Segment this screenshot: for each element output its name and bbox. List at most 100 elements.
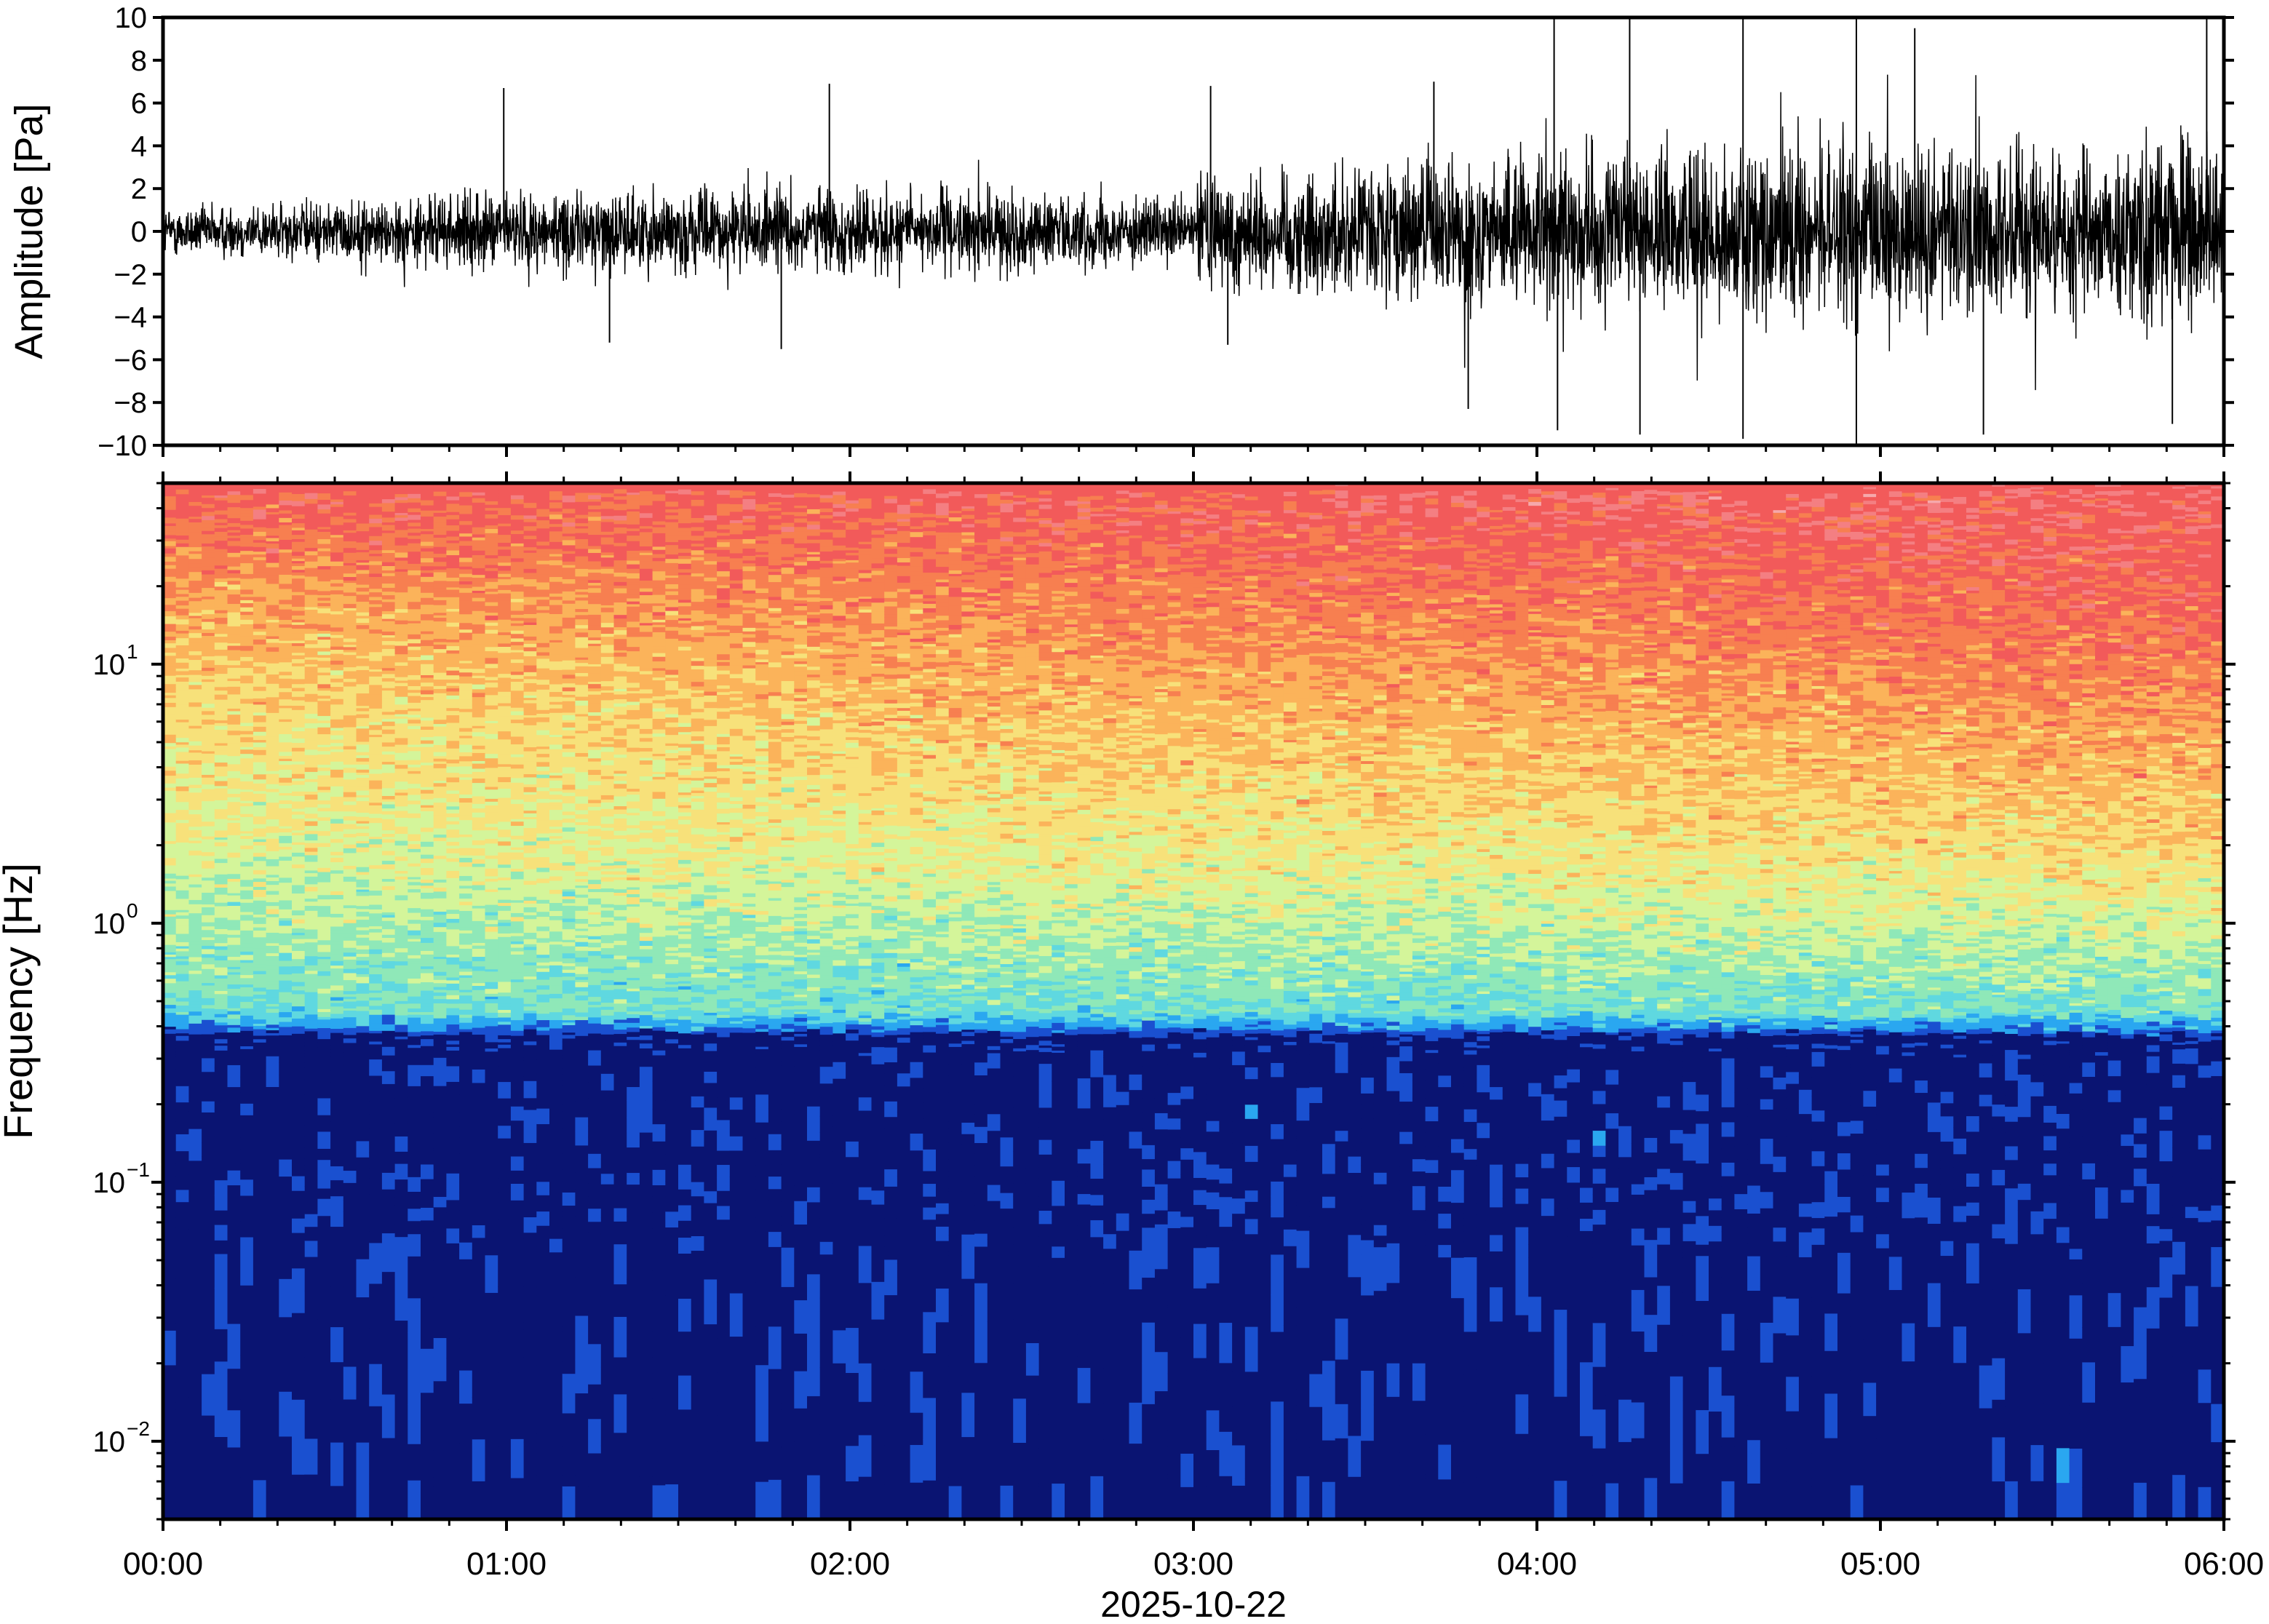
spectrogram-cell xyxy=(253,536,267,541)
spectrogram-cell xyxy=(459,971,473,976)
spectrogram-cell xyxy=(459,658,473,661)
spectrogram-cell xyxy=(227,1229,241,1241)
spectrogram-cell xyxy=(214,701,229,705)
spectrogram-cell xyxy=(266,492,280,496)
spectrogram-cell xyxy=(394,752,409,757)
spectrogram-cell xyxy=(485,775,498,781)
spectrogram-cell xyxy=(279,509,293,514)
spectrogram-cell xyxy=(459,924,473,928)
spectrogram-cell xyxy=(408,1019,421,1024)
spectrogram-cell xyxy=(202,1044,215,1048)
spectrogram-cell xyxy=(330,891,344,896)
spectrogram-cell xyxy=(421,504,434,509)
spectrogram-cell xyxy=(369,802,383,805)
spectrogram-cell xyxy=(163,1190,177,1202)
spectrogram-cell xyxy=(433,672,448,675)
spectrogram-cell xyxy=(408,1003,421,1009)
spectrogram-cell xyxy=(459,910,473,915)
spectrogram-cell xyxy=(202,821,215,827)
spectrogram-cell xyxy=(343,586,357,590)
spectrogram-cell xyxy=(369,603,383,608)
spectrogram-cell xyxy=(381,842,396,846)
spectrogram-cell xyxy=(459,834,473,837)
spectrogram-cell xyxy=(485,816,498,822)
spectrogram-cell xyxy=(446,1173,460,1189)
spectrogram-cell xyxy=(175,1011,190,1015)
spectrogram-cell xyxy=(369,864,383,869)
spectrogram-cell xyxy=(163,954,177,958)
spectrogram-cell xyxy=(317,560,331,567)
spectrogram-cell xyxy=(343,764,357,768)
spectrogram-cell xyxy=(343,514,357,520)
spectrogram-cell xyxy=(485,533,498,538)
spectrogram-cell xyxy=(394,786,409,790)
spectrogram-cell xyxy=(408,532,421,536)
spectrogram-cell xyxy=(253,801,267,805)
spectrogram-cell xyxy=(266,765,280,771)
spectrogram-cell xyxy=(304,843,319,848)
spectrogram-cell xyxy=(317,650,331,656)
spectrogram-cell xyxy=(472,574,486,578)
spectrogram-cell xyxy=(421,562,434,567)
spectrogram-cell xyxy=(381,706,396,712)
spectrogram-cell xyxy=(369,488,383,491)
spectrogram-cell xyxy=(253,967,267,971)
spectrogram-cell xyxy=(163,647,177,653)
spectrogram-cell xyxy=(485,872,498,877)
spectrogram-cell xyxy=(356,696,370,702)
spectrogram-cell xyxy=(202,565,215,570)
spectrogram-cell xyxy=(433,600,448,605)
spectrogram-cell xyxy=(381,624,396,628)
spectrogram-cell xyxy=(240,1398,254,1440)
spectrogram-cell xyxy=(485,712,498,718)
spectrogram-cell xyxy=(292,551,306,556)
spectrogram-cell xyxy=(381,829,396,834)
spectrogram-cell xyxy=(459,898,473,902)
spectrogram-cell xyxy=(381,821,396,827)
spectrogram-cell xyxy=(253,930,267,934)
spectrogram-cell xyxy=(459,805,473,810)
spectrogram-cell xyxy=(240,566,254,569)
spectrogram-cell xyxy=(163,553,177,557)
spectrogram-cell xyxy=(421,674,434,678)
spectrogram-cell xyxy=(253,974,267,979)
spectrogram-cell xyxy=(394,737,409,741)
spectrogram-cell xyxy=(317,1008,331,1012)
spectrogram-cell xyxy=(498,1138,512,1150)
spectrogram-cell xyxy=(394,947,409,952)
spectrogram-cell xyxy=(304,1369,319,1403)
spectrogram-cell xyxy=(421,537,434,542)
spectrogram-cell xyxy=(446,1065,460,1082)
spectrogram-cell xyxy=(485,622,498,626)
spectrogram-cell xyxy=(240,487,254,490)
spectrogram-cell xyxy=(253,623,267,629)
spectrogram-cell xyxy=(498,622,512,626)
spectrogram-cell xyxy=(266,562,280,568)
spectrogram-cell xyxy=(446,865,460,871)
spectrogram-cell xyxy=(381,942,396,945)
spectrogram-cell xyxy=(188,498,202,502)
spectrogram-cell xyxy=(381,605,396,612)
spectrogram-cell xyxy=(472,628,486,634)
spectrogram-cell xyxy=(472,696,486,701)
spectrogram-cell xyxy=(408,638,421,644)
spectrogram-cell xyxy=(227,793,241,797)
spectrogram-cell xyxy=(279,576,293,581)
spectrogram-cell xyxy=(227,530,241,533)
spectrogram-cell xyxy=(369,498,383,503)
spectrogram-cell xyxy=(292,844,306,849)
spectrogram-cell xyxy=(356,1140,370,1158)
spectrogram-cell xyxy=(498,632,512,635)
spectrogram-cell xyxy=(381,795,396,800)
spectrogram-cell xyxy=(292,548,306,552)
spectrogram-cell xyxy=(163,530,177,536)
spectrogram-cell xyxy=(446,763,460,767)
spectrogram-cell xyxy=(266,656,280,661)
spectrogram-cell xyxy=(163,623,177,629)
spectrogram-cell xyxy=(485,919,498,925)
waveform-y-tick-label: −8 xyxy=(114,387,147,419)
spectrogram-cell xyxy=(343,666,357,672)
spectrogram-cell xyxy=(188,518,202,522)
spectrogram-cell xyxy=(369,684,383,688)
spectrogram-cell xyxy=(214,891,229,895)
